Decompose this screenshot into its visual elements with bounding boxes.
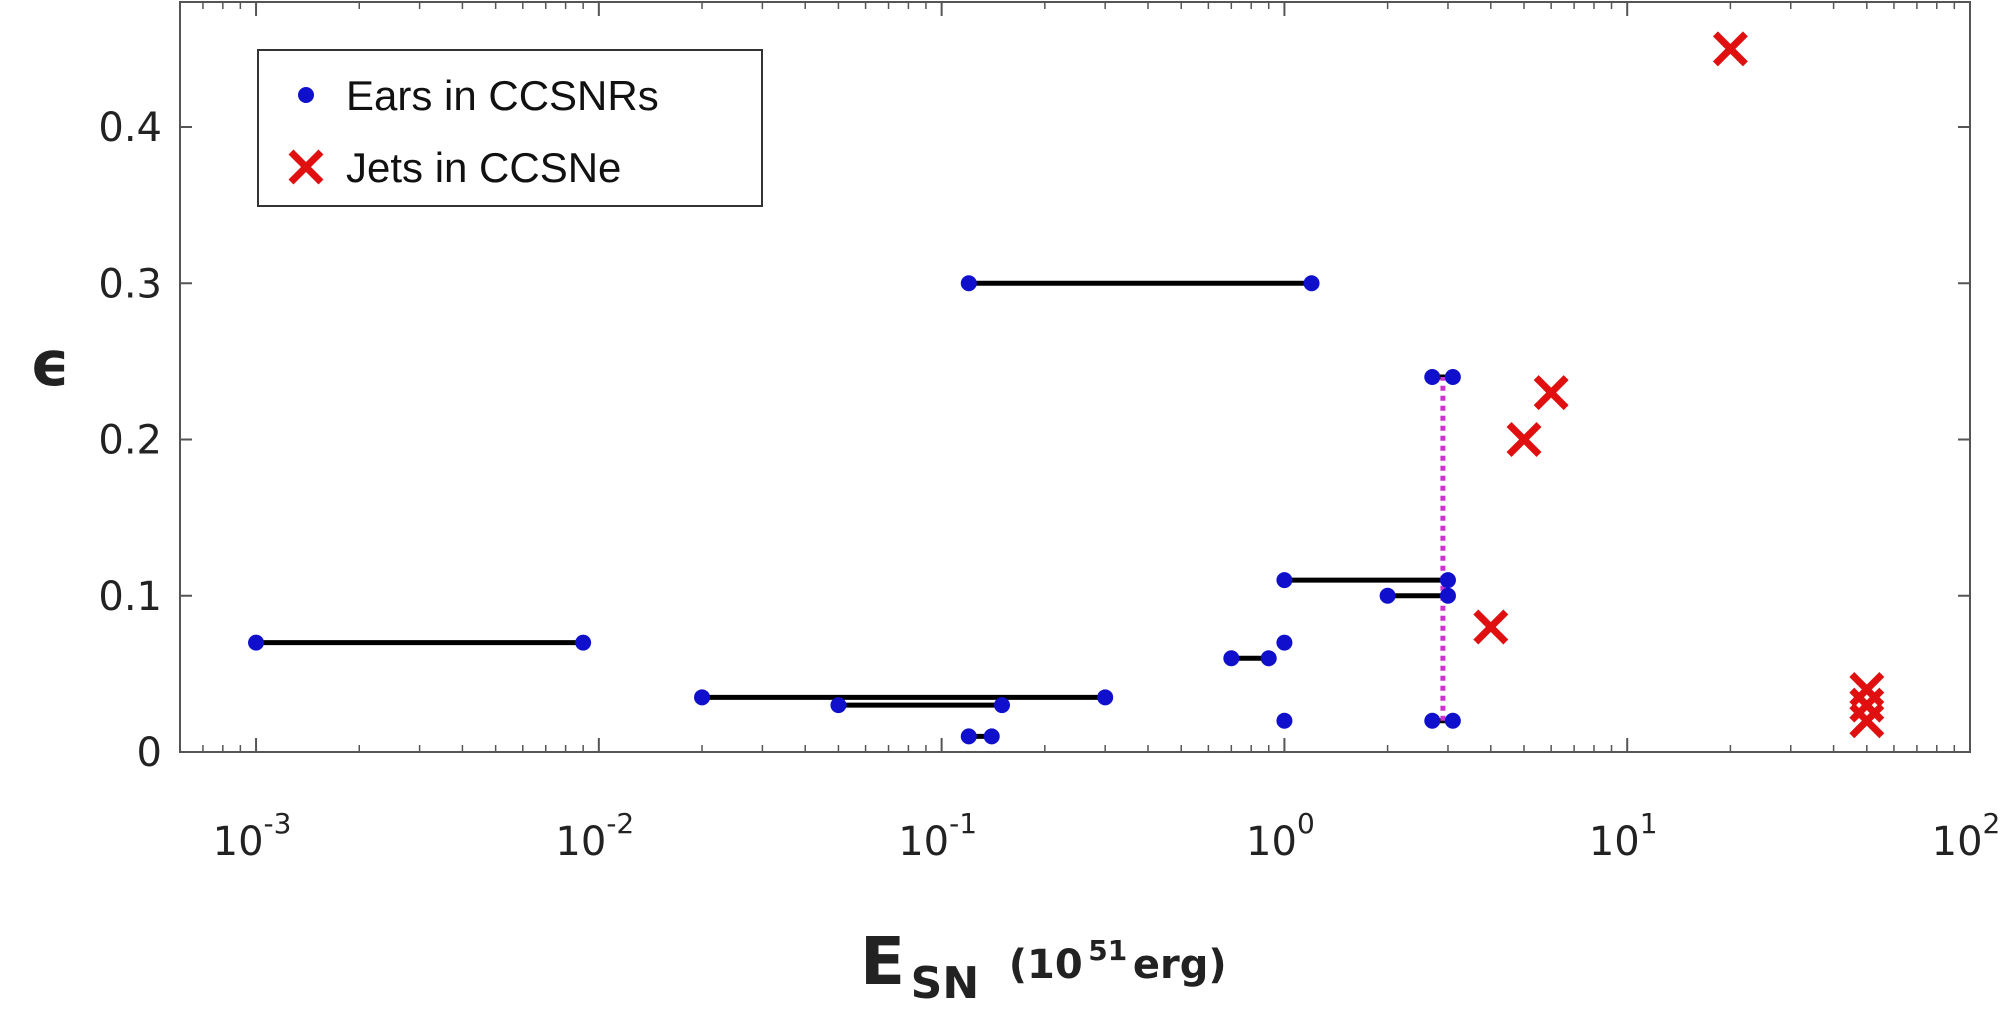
- ears-point: [1439, 587, 1456, 604]
- x-tick-exponent: -3: [264, 807, 292, 840]
- ears-point: [1444, 369, 1461, 385]
- jets-point: [1849, 687, 1885, 723]
- ears-point: [1439, 572, 1456, 589]
- x-tick-exponent: 1: [1640, 807, 1658, 840]
- x-axis-label: E SN (10 51 erg): [860, 923, 1227, 1009]
- x-axis-label-unit-open: (10: [1009, 942, 1083, 988]
- ears-points: [248, 275, 1461, 745]
- x-tick-exponent: -1: [949, 807, 977, 840]
- ears-point: [1276, 634, 1293, 651]
- y-axis: 0 0.1 0.2 0.3 0.4: [98, 105, 1970, 776]
- ears-point: [694, 689, 711, 706]
- x-axis-label-unit-close: erg): [1133, 942, 1227, 988]
- ears-point: [575, 634, 592, 651]
- ears-point: [960, 275, 977, 292]
- jets-point: [1849, 672, 1885, 707]
- ears-point: [1276, 572, 1293, 589]
- x-tick-label: 10-3: [213, 807, 292, 865]
- x-tick-base: 10: [1246, 819, 1297, 865]
- x-tick-label: 100: [1246, 807, 1315, 865]
- jets-point: [1473, 609, 1509, 645]
- ears-point: [248, 634, 265, 651]
- jets-point: [1506, 422, 1542, 457]
- ears-point: [1303, 275, 1320, 292]
- ears-point: [1424, 712, 1441, 729]
- ears-point: [1223, 650, 1240, 667]
- x-tick-base: 10: [1589, 819, 1640, 865]
- x-axis-label-sub: SN: [911, 958, 980, 1009]
- x-tick-label: 102: [1932, 807, 2001, 865]
- x-tick-exponent: 2: [1983, 807, 2001, 840]
- ears-point: [1260, 650, 1277, 667]
- plot-frame: [179, 1, 1971, 753]
- jets-point: [1533, 375, 1569, 411]
- legend-box: [257, 49, 763, 207]
- x-tick-label: 101: [1589, 807, 1658, 865]
- ears-point: [1379, 587, 1396, 604]
- y-tick-label: 0.1: [98, 574, 162, 620]
- x-tick-label: 10-2: [555, 807, 634, 865]
- ears-point: [993, 697, 1010, 714]
- jets-point: [1849, 703, 1885, 739]
- jets-points: [1473, 31, 1885, 739]
- ears-point: [1276, 712, 1293, 729]
- ears-point: [983, 728, 1000, 745]
- y-tick-label: 0: [137, 730, 162, 776]
- x-tick-base: 10: [1932, 819, 1983, 865]
- x-axis-label-main: E: [860, 923, 905, 1000]
- ears-point: [1444, 712, 1461, 729]
- x-tick-base: 10: [213, 819, 264, 865]
- ears-segments: [256, 280, 1453, 739]
- y-tick-label: 0.3: [98, 261, 162, 307]
- ears-point: [1424, 369, 1441, 385]
- ears-point: [960, 728, 977, 745]
- legend-cross-icon: [288, 149, 324, 185]
- y-axis-label: ϵ: [30, 327, 70, 400]
- x-axis: 10-3 10-2 10-1 100 101 102: [179, 2, 2001, 865]
- x-tick-base: 10: [898, 819, 949, 865]
- x-tick-exponent: 0: [1297, 807, 1315, 840]
- ears-point: [830, 697, 847, 714]
- ears-point: [1097, 689, 1114, 706]
- jets-point: [1712, 31, 1748, 67]
- legend-dot-icon: [298, 87, 314, 103]
- legend-entry-jets: Jets in CCSNe: [346, 144, 621, 191]
- legend-entry-ears: Ears in CCSNRs: [346, 72, 659, 119]
- y-tick-label: 0.2: [98, 418, 162, 464]
- x-tick-exponent: -2: [606, 807, 634, 840]
- x-tick-base: 10: [555, 819, 606, 865]
- y-tick-label: 0.4: [98, 105, 162, 151]
- x-tick-label: 10-1: [898, 807, 977, 865]
- legend: Ears in CCSNRs Jets in CCSNe: [257, 49, 763, 207]
- x-axis-label-unit-exp: 51: [1088, 934, 1127, 967]
